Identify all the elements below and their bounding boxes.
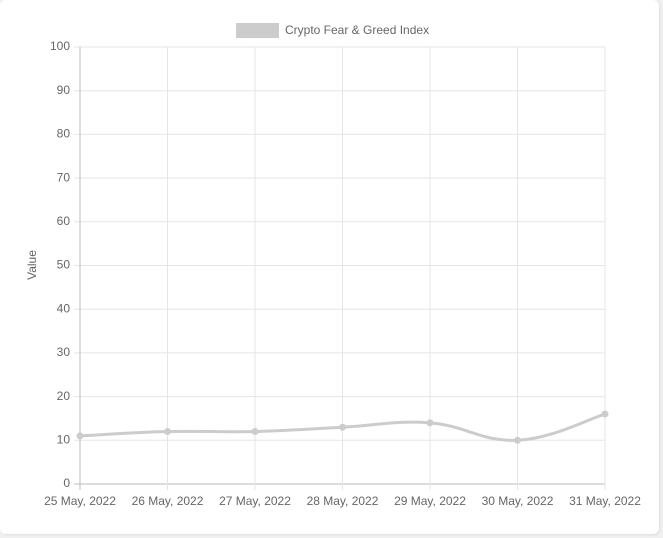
point <box>164 428 171 436</box>
y-tick-label: 90 <box>57 83 71 97</box>
point <box>76 432 84 440</box>
point <box>426 419 434 427</box>
point <box>514 436 521 444</box>
x-tick-label: 26 May, 2022 <box>132 494 204 508</box>
y-tick-label: 30 <box>57 345 71 359</box>
y-tick-label: 70 <box>57 170 71 184</box>
y-tick-label: 40 <box>57 301 71 315</box>
y-tick-label: 20 <box>57 389 71 403</box>
y-tick-label: 60 <box>57 214 71 228</box>
x-tick-label: 29 May, 2022 <box>394 494 466 508</box>
x-tick-label: 27 May, 2022 <box>219 494 291 508</box>
y-tick-label: 100 <box>50 39 70 53</box>
y-tick-label: 50 <box>57 258 71 272</box>
y-tick-label: 10 <box>57 432 71 446</box>
x-tick-label: 28 May, 2022 <box>307 494 379 508</box>
point <box>601 410 609 418</box>
x-tick-label: 31 May, 2022 <box>569 494 641 508</box>
y-tick-label: 80 <box>57 127 71 141</box>
y-tick-label: 0 <box>63 476 70 490</box>
point <box>251 428 259 436</box>
x-tick-label: 25 May, 2022 <box>44 494 116 508</box>
point <box>339 423 346 431</box>
y-axis-label: Value <box>25 250 39 280</box>
legend-swatch <box>236 23 279 38</box>
legend-label: Crypto Fear & Greed Index <box>285 23 429 37</box>
x-tick-label: 30 May, 2022 <box>482 494 554 508</box>
